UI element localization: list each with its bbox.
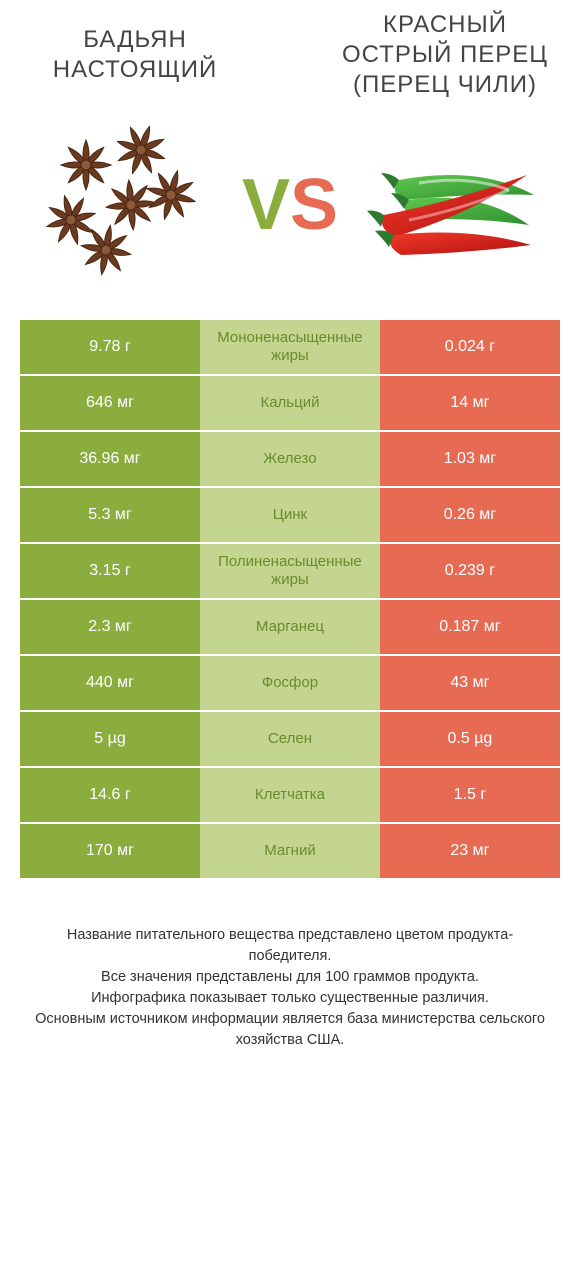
left-food-image <box>20 125 242 285</box>
value-right: 1.03 мг <box>380 432 560 486</box>
nutrient-name: Фосфор <box>200 656 380 710</box>
footer-line: Инфографика показывает только существенн… <box>26 988 554 1009</box>
vs-s: S <box>290 165 338 245</box>
nutrient-name: Клетчатка <box>200 768 380 822</box>
footer-line: Все значения представлены для 100 граммо… <box>26 967 554 988</box>
table-row: 5 µgСелен0.5 µg <box>20 712 560 768</box>
footer-notes: Название питательного вещества представл… <box>20 925 560 1051</box>
value-right: 0.26 мг <box>380 488 560 542</box>
vs-label: VS <box>242 164 338 246</box>
value-left: 646 мг <box>20 376 200 430</box>
title-right: КРАСНЫЙ ОСТРЫЙ ПЕРЕЦ (ПЕРЕЦ ЧИЛИ) <box>330 10 560 100</box>
table-row: 14.6 гКлетчатка1.5 г <box>20 768 560 824</box>
value-left: 440 мг <box>20 656 200 710</box>
comparison-table: 9.78 гМононенасыщенные жиры0.024 г646 мг… <box>20 320 560 880</box>
title-row: БАДЬЯН НАСТОЯЩИЙ КРАСНЫЙ ОСТРЫЙ ПЕРЕЦ (П… <box>20 10 560 100</box>
vs-row: VS <box>20 125 560 285</box>
value-right: 43 мг <box>380 656 560 710</box>
nutrient-name: Кальций <box>200 376 380 430</box>
value-left: 36.96 мг <box>20 432 200 486</box>
table-row: 646 мгКальций14 мг <box>20 376 560 432</box>
value-right: 0.024 г <box>380 320 560 374</box>
value-left: 3.15 г <box>20 544 200 598</box>
value-right: 23 мг <box>380 824 560 878</box>
table-row: 9.78 гМононенасыщенные жиры0.024 г <box>20 320 560 376</box>
footer-line: Название питательного вещества представл… <box>26 925 554 967</box>
value-left: 5.3 мг <box>20 488 200 542</box>
table-row: 5.3 мгЦинк0.26 мг <box>20 488 560 544</box>
table-row: 3.15 гПолиненасыщенные жиры0.239 г <box>20 544 560 600</box>
table-row: 2.3 мгМарганец0.187 мг <box>20 600 560 656</box>
nutrient-name: Марганец <box>200 600 380 654</box>
right-food-image <box>338 145 560 265</box>
value-left: 2.3 мг <box>20 600 200 654</box>
nutrient-name: Железо <box>200 432 380 486</box>
value-left: 5 µg <box>20 712 200 766</box>
nutrient-name: Магний <box>200 824 380 878</box>
table-row: 440 мгФосфор43 мг <box>20 656 560 712</box>
value-left: 170 мг <box>20 824 200 878</box>
nutrient-name: Селен <box>200 712 380 766</box>
footer-line: Основным источником информации является … <box>26 1009 554 1051</box>
value-right: 0.5 µg <box>380 712 560 766</box>
value-right: 0.239 г <box>380 544 560 598</box>
value-right: 0.187 мг <box>380 600 560 654</box>
title-left: БАДЬЯН НАСТОЯЩИЙ <box>20 25 250 85</box>
table-row: 36.96 мгЖелезо1.03 мг <box>20 432 560 488</box>
value-right: 14 мг <box>380 376 560 430</box>
table-row: 170 мгМагний23 мг <box>20 824 560 880</box>
nutrient-name: Цинк <box>200 488 380 542</box>
star-anise-icon <box>41 125 221 285</box>
nutrient-name: Полиненасыщенные жиры <box>200 544 380 598</box>
chili-pepper-icon <box>359 145 539 265</box>
nutrient-name: Мононенасыщенные жиры <box>200 320 380 374</box>
value-left: 14.6 г <box>20 768 200 822</box>
value-right: 1.5 г <box>380 768 560 822</box>
value-left: 9.78 г <box>20 320 200 374</box>
vs-v: V <box>242 165 290 245</box>
